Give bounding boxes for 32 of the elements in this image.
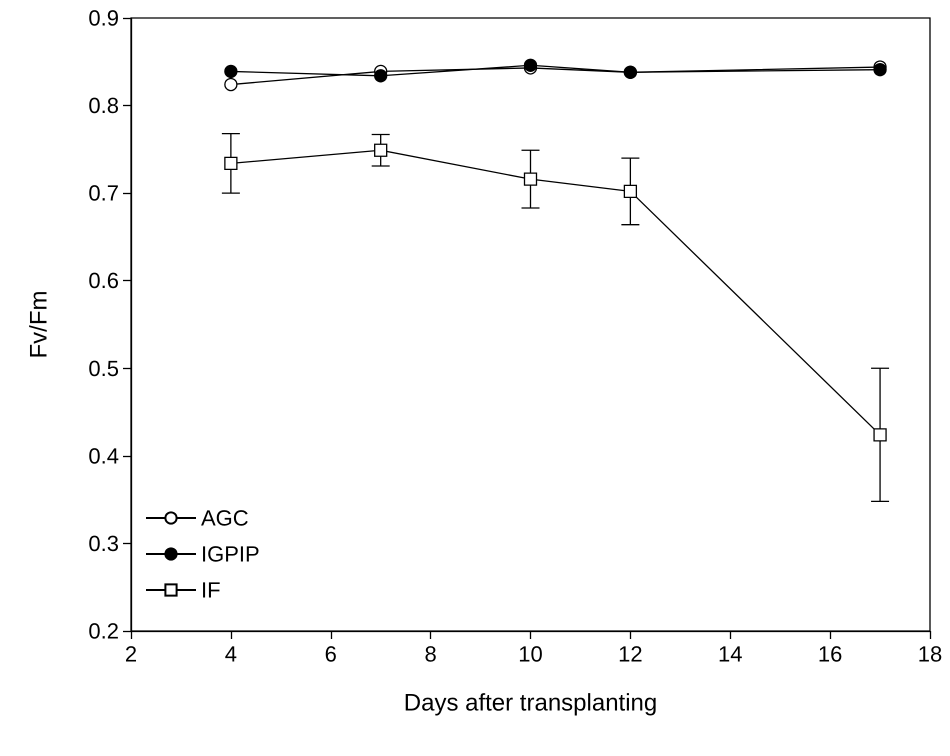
y-tick-label: 0.5	[88, 356, 119, 381]
point	[374, 144, 388, 157]
point	[224, 64, 238, 78]
x-axis-title: Days after transplanting	[404, 690, 658, 716]
y-tick-label: 0.7	[88, 180, 119, 206]
x-tick-label: 14	[718, 642, 742, 666]
legend-label: IF	[201, 578, 221, 602]
y-tick-label: 0.9	[88, 6, 119, 30]
x-tick-label: 6	[324, 642, 337, 666]
y-tick-label: 0.6	[88, 268, 119, 294]
x-tick-label: 18	[918, 642, 942, 666]
point	[624, 184, 638, 198]
point	[873, 428, 887, 442]
legend-label: IGPIP	[201, 542, 260, 566]
y-axis-title: Fv/Fm	[26, 290, 52, 358]
x-tick-label: 16	[818, 642, 842, 666]
point	[524, 172, 538, 186]
y-tick-label: 0.4	[88, 443, 119, 468]
point	[873, 63, 887, 76]
y-tick-label: 0.3	[88, 530, 119, 556]
point	[224, 156, 238, 170]
x-tick-label: 2	[124, 642, 138, 666]
x-tick-label: 4	[224, 642, 237, 666]
x-tick-label: 8	[424, 642, 437, 666]
x-tick-label: 10	[518, 642, 543, 666]
y-tick-label: 0.2	[88, 618, 119, 644]
point	[224, 78, 238, 92]
legend-label: AGC	[201, 506, 249, 530]
point	[524, 58, 538, 72]
point	[374, 69, 388, 82]
x-tick-label: 12	[618, 642, 643, 666]
y-tick-label: 0.8	[88, 93, 119, 118]
